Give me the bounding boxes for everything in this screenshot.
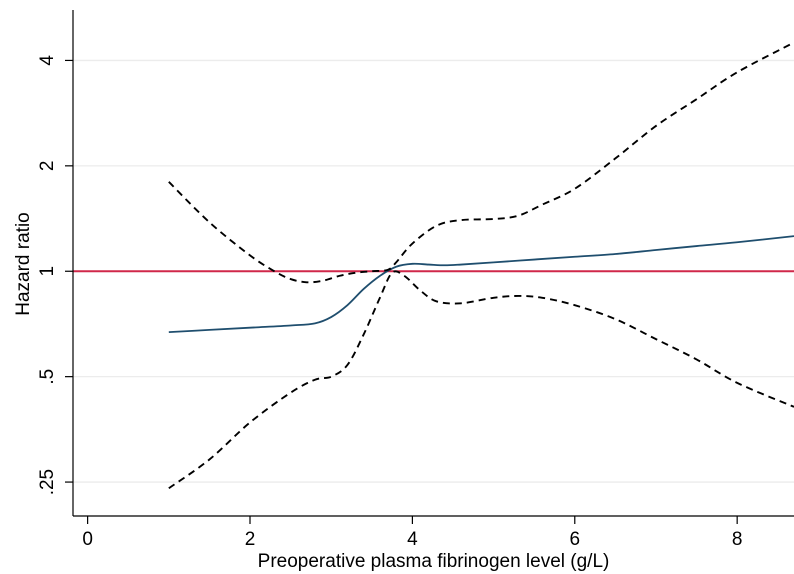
- y-tick-label: 4: [37, 55, 58, 66]
- y-tick-label: .5: [37, 369, 58, 385]
- x-tick-label: 6: [569, 529, 580, 550]
- y-axis-ticks: .25 .5 1 2 4: [37, 55, 73, 495]
- y-tick-label: .25: [37, 469, 58, 495]
- y-axis-title: Hazard ratio: [13, 212, 34, 316]
- hazard-ratio-line: [168, 235, 794, 334]
- x-axis-title: Preoperative plasma fibrinogen level (g/…: [258, 551, 610, 572]
- series-group: [168, 41, 794, 490]
- x-tick-label: 8: [732, 529, 743, 550]
- y-tick-label: 1: [37, 266, 58, 277]
- x-axis-ticks: 0 2 4 6 8: [82, 516, 742, 550]
- x-tick-label: 2: [245, 529, 256, 550]
- y-tick-label: 2: [37, 161, 58, 172]
- axes: [72, 10, 794, 517]
- x-tick-label: 0: [82, 529, 93, 550]
- x-tick-label: 4: [407, 529, 418, 550]
- upper-ci-line: [168, 41, 794, 284]
